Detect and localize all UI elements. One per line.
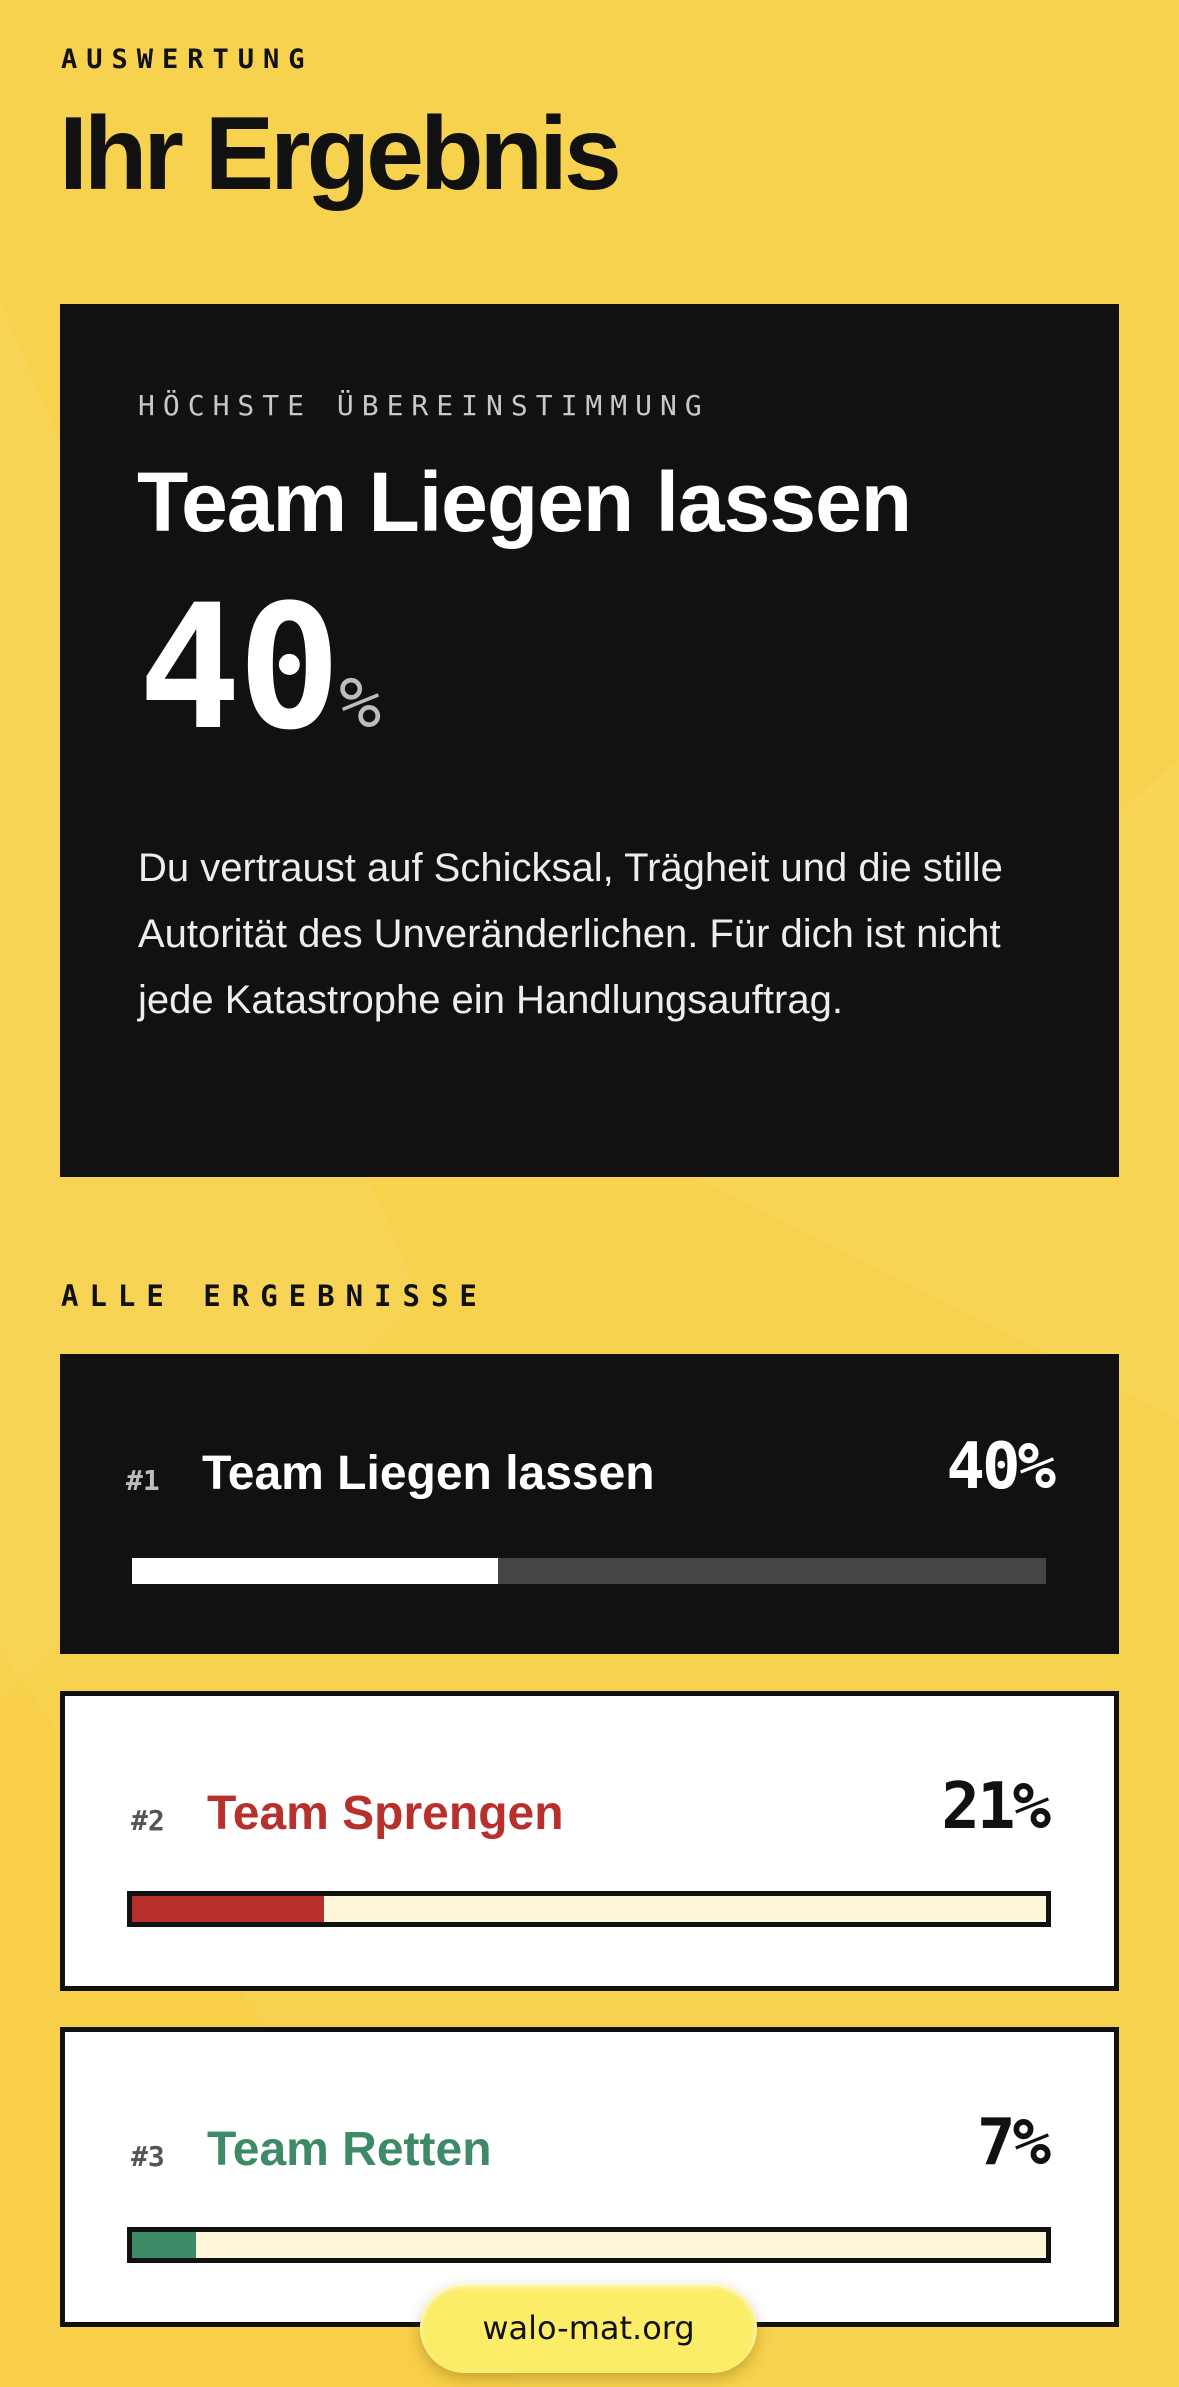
result-team-name: Team Retten — [207, 2123, 492, 2176]
top-match-percentage-sign: % — [339, 662, 382, 744]
result-team-name: Team Liegen lassen — [202, 1447, 655, 1500]
result-rank: #1 — [126, 1464, 160, 1497]
result-progress-fill — [132, 1558, 498, 1584]
result-progress-fill — [132, 1896, 324, 1922]
result-percentage: 40% — [946, 1430, 1056, 1504]
top-match-percentage: 40% — [138, 582, 381, 754]
result-progress-bar — [127, 2227, 1051, 2263]
result-percentage: 21% — [941, 1770, 1051, 1844]
top-match-card: HÖCHSTE ÜBEREINSTIMMUNG Team Liegen lass… — [60, 304, 1119, 1177]
top-match-eyebrow: HÖCHSTE ÜBEREINSTIMMUNG — [138, 389, 710, 422]
top-match-percentage-value: 40 — [138, 567, 341, 768]
result-progress-bar — [127, 1891, 1051, 1927]
top-match-description: Du vertraust auf Schicksal, Trägheit und… — [138, 846, 1003, 1022]
result-card: #2 Team Sprengen 21% — [60, 1691, 1119, 1991]
result-card: #3 Team Retten 7% — [60, 2027, 1119, 2327]
page-eyebrow: AUSWERTUNG — [61, 44, 314, 75]
site-link-pill[interactable]: walo-mat.org — [420, 2283, 757, 2373]
result-rank: #2 — [131, 1804, 165, 1837]
result-progress-bar — [132, 1558, 1046, 1584]
result-card: #1 Team Liegen lassen 40% — [60, 1354, 1119, 1654]
result-percentage: 7% — [976, 2106, 1051, 2180]
all-results-heading: ALLE ERGEBNISSE — [61, 1279, 488, 1313]
top-match-team-name: Team Liegen lassen — [137, 455, 912, 549]
result-progress-fill — [132, 2232, 196, 2258]
result-team-name: Team Sprengen — [207, 1787, 564, 1840]
page-title: Ihr Ergebnis — [59, 96, 622, 212]
result-rank: #3 — [131, 2140, 165, 2173]
